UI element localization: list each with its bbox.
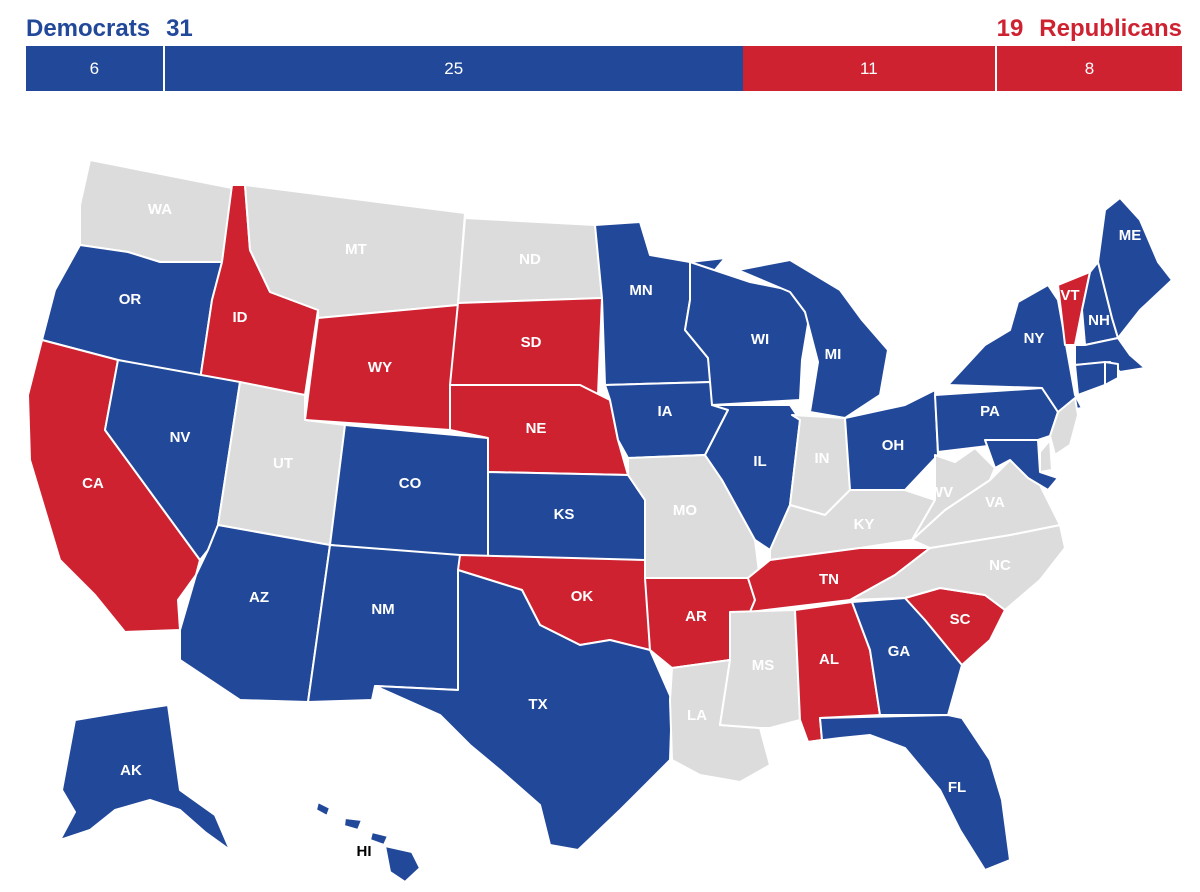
state-labels: WA OR CA ID NV MT WY UT AZ CO NM ND SD N… [82,201,1141,860]
label-IN: IN [815,450,830,467]
label-NY: NY [1024,330,1045,347]
label-WY: WY [368,359,392,376]
label-MT: MT [345,241,367,258]
state-TX[interactable] [374,569,673,851]
label-SC: SC [950,611,971,628]
state-RI[interactable] [1104,361,1119,386]
state-VT[interactable] [1057,271,1091,346]
republicans-label: Republicans [1039,15,1182,42]
state-NY[interactable] [947,284,1083,413]
state-FL[interactable] [807,714,1011,871]
label-PA: PA [980,403,1000,420]
label-MN: MN [629,282,652,299]
label-CA: CA [82,475,104,492]
state-AK[interactable] [59,704,231,851]
label-MO: MO [673,502,697,519]
state-WV[interactable] [911,447,996,541]
label-AL: AL [819,651,839,668]
label-OK: OK [571,588,594,605]
label-NM: NM [371,601,394,618]
democrats-tally: Democrats 31 [26,14,193,44]
seat-balance-bar: 6 25 11 8 [26,46,1182,91]
label-TN: TN [819,571,839,588]
label-UT: UT [273,455,293,472]
label-ND: ND [519,251,541,268]
label-KY: KY [854,516,875,533]
republicans-tally: 19 Republicans [997,14,1182,44]
tally-header: Democrats 31 19 Republicans [26,14,1182,44]
state-CO[interactable] [329,424,489,561]
label-NH: NH [1088,312,1110,329]
label-AK: AK [120,762,142,779]
label-TX: TX [528,696,547,713]
label-IA: IA [658,403,673,420]
label-AZ: AZ [249,589,269,606]
bar-segment-rep-safe: 8 [997,46,1182,91]
state-MI[interactable] [737,259,889,419]
label-LA: LA [687,707,707,724]
label-KS: KS [554,506,575,523]
state-IL[interactable] [704,404,801,551]
label-OR: OR [119,291,142,308]
label-WA: WA [148,201,172,218]
state-ME[interactable] [1097,197,1173,339]
label-CO: CO [399,475,422,492]
label-WV: WV [929,484,953,501]
label-NV: NV [170,429,191,446]
democrats-total: 31 [166,15,193,42]
label-NE: NE [526,420,547,437]
label-HI: HI [357,843,372,860]
state-CT[interactable] [1074,361,1106,396]
label-VA: VA [985,494,1005,511]
state-MD[interactable] [984,439,1059,491]
label-SD: SD [521,334,542,351]
bar-segment-dem-safe: 6 [26,46,165,91]
label-FL: FL [948,779,966,796]
label-IL: IL [753,453,766,470]
label-MS: MS [752,657,775,674]
label-ID: ID [233,309,248,326]
bar-segment-dem-race: 25 [164,46,743,91]
label-VT: VT [1060,287,1079,304]
republicans-total: 19 [996,15,1024,42]
label-WI: WI [751,331,769,348]
bar-segment-rep-race: 11 [742,46,998,91]
state-NJ[interactable] [1049,397,1079,456]
label-MI: MI [825,346,842,363]
state-HI[interactable] [315,801,421,883]
label-GA: GA [888,643,911,660]
democrats-label: Democrats [26,15,151,42]
label-OH: OH [882,437,905,454]
state-DE[interactable] [1039,439,1053,473]
label-NC: NC [989,557,1011,574]
label-AR: AR [685,608,707,625]
label-ME: ME [1119,227,1142,244]
state-NM[interactable] [307,544,461,703]
